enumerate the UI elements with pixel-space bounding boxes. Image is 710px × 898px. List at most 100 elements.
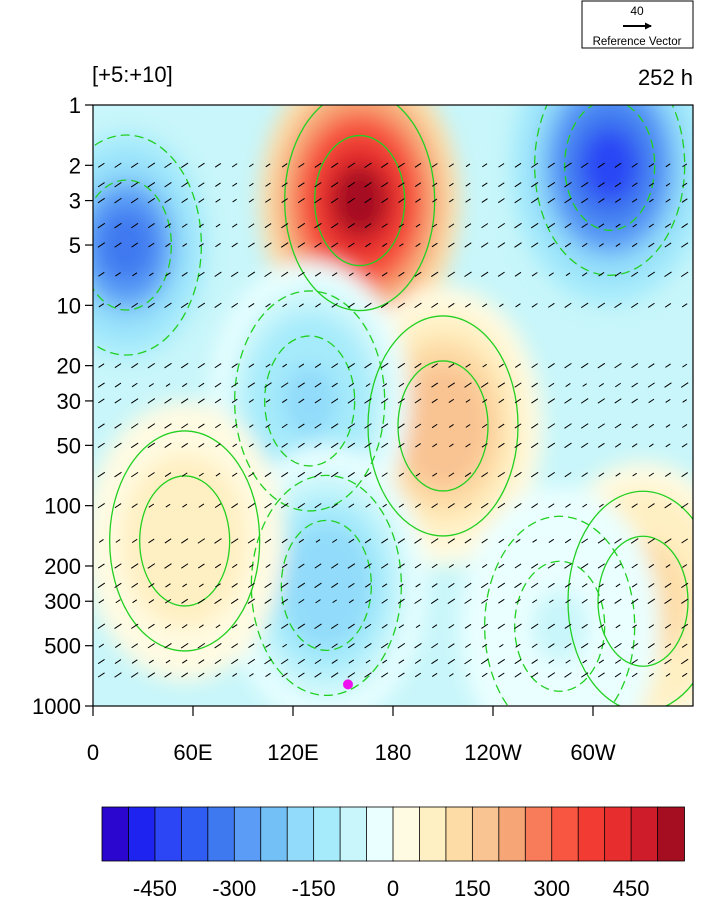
wind-vector [497, 222, 505, 229]
wind-vector [448, 673, 454, 677]
wind-vector [181, 563, 189, 569]
wind-vector [330, 182, 339, 188]
wind-vector [314, 363, 322, 368]
wind-vector [614, 672, 622, 678]
wind-vector [514, 563, 522, 569]
contour-line [264, 335, 356, 467]
wind-vector [498, 672, 505, 678]
wind-vector [530, 442, 539, 449]
wind-vector [197, 642, 206, 649]
wind-vector [481, 472, 489, 478]
wind-vector [515, 599, 521, 604]
wind-vector [598, 223, 605, 228]
wind-vector [514, 162, 522, 168]
wind-vector [431, 382, 439, 388]
wind-vector [230, 538, 239, 544]
wind-vector [631, 443, 638, 448]
wind-vector [164, 538, 172, 544]
wind-vector [297, 182, 305, 188]
wind-vector [314, 222, 322, 229]
wind-vector [548, 599, 554, 604]
wind-vector [647, 382, 655, 388]
wind-vector [348, 503, 355, 508]
wind-vector [498, 398, 505, 404]
wind-vector [547, 623, 555, 629]
wind-vector [381, 182, 389, 188]
wind-vector [548, 382, 555, 388]
wind-vector [380, 302, 389, 309]
wind-vector [297, 672, 305, 678]
wind-vector [531, 423, 539, 429]
wind-vector [648, 472, 655, 477]
wind-vector [348, 382, 355, 388]
wind-vector [530, 623, 539, 630]
wind-vector [648, 163, 655, 168]
wind-vector [247, 658, 256, 665]
wind-vector [281, 623, 289, 629]
wind-vector [397, 302, 406, 309]
wind-vector [330, 197, 339, 204]
wind-vector [431, 398, 438, 404]
wind-vector [681, 582, 689, 589]
wind-vector [247, 503, 255, 509]
wind-vector [547, 423, 556, 429]
wind-vector [580, 182, 589, 188]
wind-vector [681, 472, 689, 478]
wind-vector [331, 582, 339, 588]
wind-vector [547, 242, 555, 248]
wind-vector [181, 442, 189, 448]
wind-vector [165, 583, 171, 588]
colorbar-swatch [392, 806, 421, 862]
wind-vector [514, 658, 522, 665]
reference-vector-label: Reference Vector [593, 36, 682, 48]
wind-vector [248, 182, 254, 187]
wind-vector [597, 598, 605, 604]
wind-vector [180, 302, 189, 309]
wind-vector [247, 271, 256, 278]
wind-vector [114, 242, 122, 248]
wind-vector [314, 582, 322, 589]
wind-vectors [97, 162, 689, 678]
wind-vector [631, 271, 639, 277]
wind-vector [614, 423, 622, 429]
wind-vector [114, 659, 122, 664]
colorbar-swatch [630, 806, 659, 862]
wind-vector [164, 623, 172, 629]
wind-vector [165, 242, 171, 248]
wind-vector [514, 423, 522, 429]
wind-vector [98, 599, 105, 604]
wind-vector [632, 223, 637, 228]
wind-vector [264, 472, 272, 478]
wind-vector [615, 243, 621, 247]
wind-vector [130, 398, 139, 404]
wind-vector [664, 382, 672, 388]
wind-vector [530, 222, 539, 229]
colorbar-swatch [233, 806, 262, 862]
wind-vector [147, 563, 156, 569]
y-tick-label: 1 [69, 93, 81, 118]
wind-vector [181, 472, 188, 477]
wind-vector [614, 538, 622, 544]
wind-vector [249, 424, 254, 428]
wind-vector [514, 471, 522, 478]
wind-vector [164, 197, 172, 204]
wind-vector [97, 659, 105, 665]
colorbar-swatch [339, 806, 368, 862]
wind-vector [532, 599, 538, 604]
wind-vector [297, 198, 305, 204]
wind-vector [497, 502, 506, 509]
wind-vector [631, 503, 638, 508]
wind-vector [465, 363, 471, 368]
wind-vector [247, 598, 256, 604]
wind-vector [98, 271, 105, 277]
wind-vector [298, 303, 304, 308]
wind-vector [364, 643, 372, 649]
wind-vector [681, 623, 689, 629]
wind-vector [98, 303, 105, 308]
wind-vector [280, 382, 289, 388]
wind-vector [499, 643, 504, 648]
wind-vector [264, 582, 272, 589]
wind-vector [464, 382, 472, 388]
wind-vector [364, 583, 372, 588]
wind-vector [414, 642, 422, 649]
